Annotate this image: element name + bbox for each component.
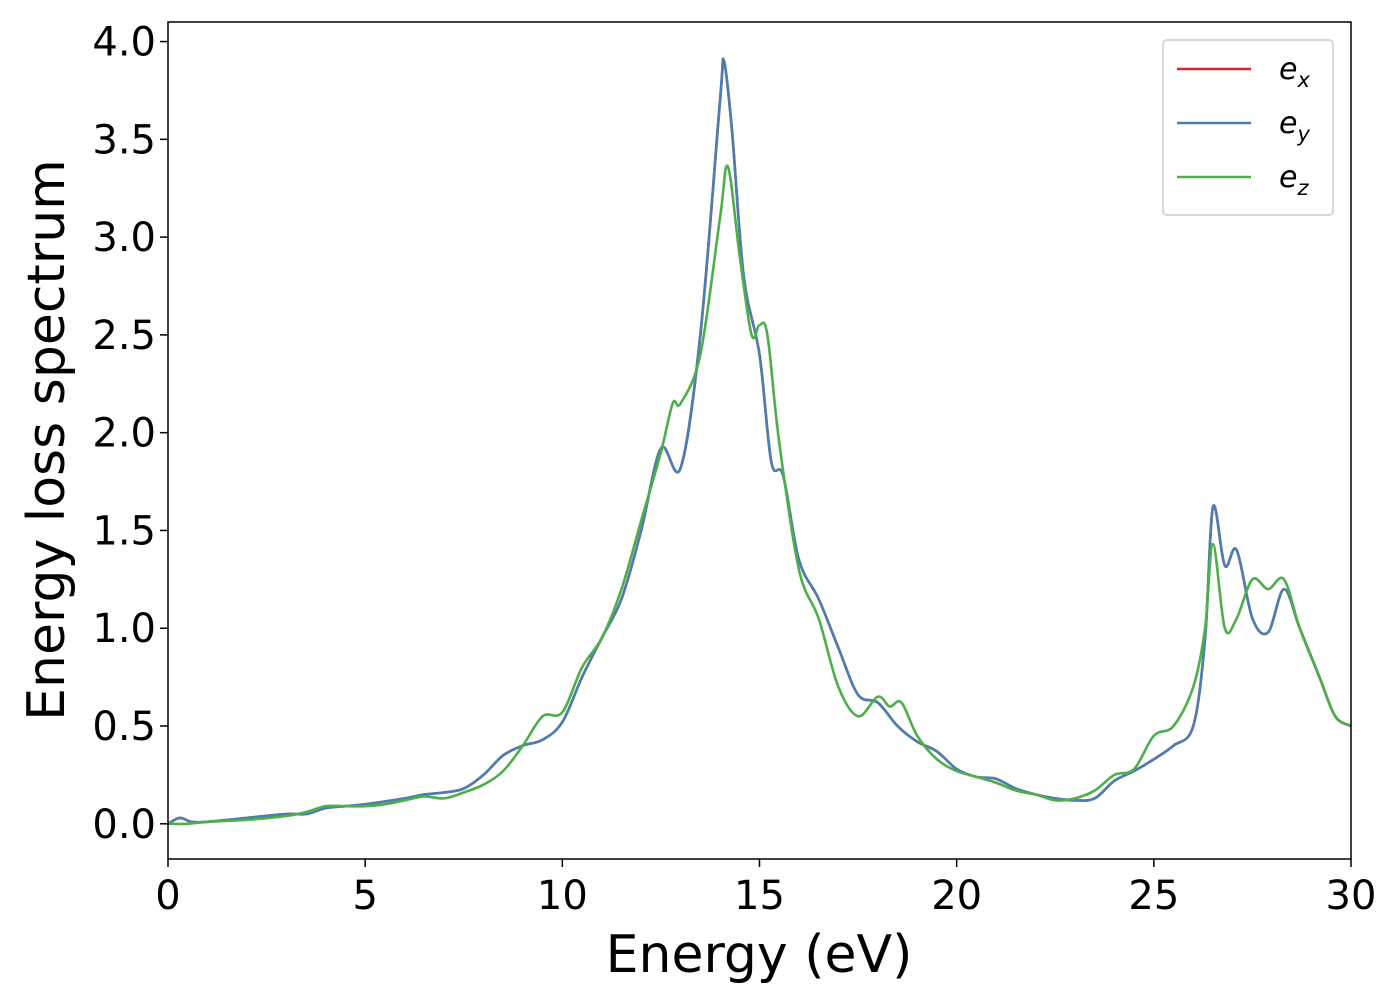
legend-label-x: ex [1279,52,1310,92]
x-tick-label: 20 [931,873,982,919]
y-tick-label: 0.0 [92,802,156,848]
series-layer [167,57,1352,826]
legend-label-z: ez [1279,160,1309,200]
y-tick-label: 4.0 [92,20,156,66]
x-tick-label: 0 [155,873,180,919]
x-tick-label: 5 [352,873,377,919]
series-line-z [167,164,1352,826]
x-tick-label: 30 [1326,873,1377,919]
y-tick-label: 1.0 [92,606,156,652]
legend: ex ey ez [1162,39,1334,216]
series-line-y [167,57,1352,825]
y-axis-ticks: 0.0 0.5 1.0 1.5 2.0 2.5 3.0 3.5 4.0 [92,20,168,848]
x-axis-label: Energy (eV) [606,925,913,985]
legend-box [1162,39,1334,216]
y-tick-label: 3.5 [92,117,156,163]
y-tick-label: 2.0 [92,411,156,457]
plot-background [168,22,1351,859]
y-tick-label: 3.0 [92,215,156,261]
x-tick-label: 25 [1128,873,1179,919]
x-tick-label: 15 [734,873,785,919]
y-tick-label: 1.5 [92,508,156,554]
y-tick-label: 0.5 [92,704,156,750]
y-axis-label: Energy loss spectrum [17,159,77,721]
legend-label-y: ey [1279,106,1310,146]
x-tick-label: 10 [537,873,588,919]
x-axis-ticks: 0 5 10 15 20 25 30 [155,859,1376,919]
y-tick-label: 2.5 [92,313,156,359]
